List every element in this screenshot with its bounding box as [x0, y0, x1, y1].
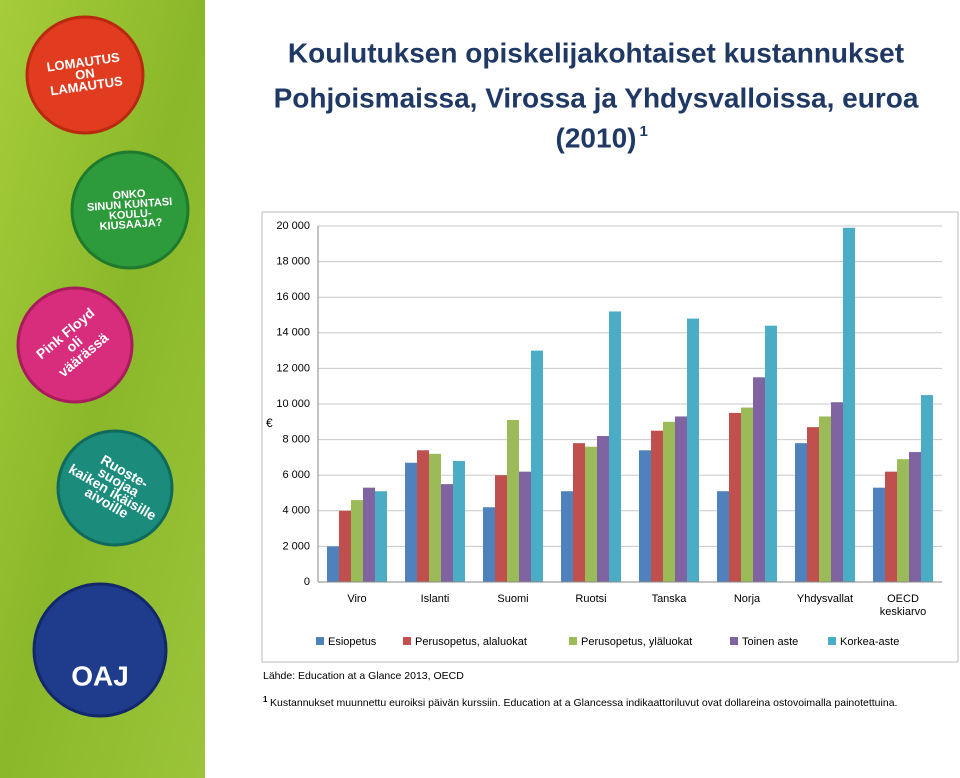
bar: [363, 487, 375, 582]
bar: [765, 325, 777, 582]
bar: [873, 487, 885, 582]
bar: [897, 459, 909, 582]
legend-swatch: [403, 637, 411, 645]
bar: [351, 500, 363, 582]
x-tick-label: Islanti: [420, 593, 450, 605]
x-tick-label: Yhdysvallat: [796, 593, 854, 605]
bar: [597, 436, 609, 582]
source: Lähde: Education at a Glance 2013, OECD: [263, 670, 464, 682]
bar: [729, 412, 741, 582]
bar: [831, 402, 843, 582]
y-tick-label: 12 000: [276, 362, 310, 374]
badge-text: OAJ: [71, 660, 129, 691]
legend-label: Perusopetus, alaluokat: [415, 636, 527, 648]
bar: [885, 471, 897, 582]
legend-label: Perusopetus, yläluokat: [581, 636, 692, 648]
legend-swatch: [316, 637, 324, 645]
x-tick-label: Ruotsi: [575, 593, 607, 605]
badge-line: OAJ: [71, 660, 129, 691]
bar: [573, 443, 585, 582]
bar: [585, 446, 597, 582]
y-tick-label: 2 000: [282, 540, 310, 552]
y-tick-label: 8 000: [282, 434, 310, 446]
bar: [921, 395, 933, 582]
bar: [675, 416, 687, 582]
y-tick-label: 6 000: [282, 469, 310, 481]
bar: [327, 546, 339, 582]
badge-line: KOULU-: [109, 207, 153, 222]
bar: [519, 471, 531, 582]
bar: [807, 427, 819, 582]
y-axis-label: €: [266, 416, 273, 430]
x-tick-label: OECD keskiarvo: [879, 593, 927, 618]
y-tick-label: 20 000: [276, 220, 310, 232]
x-tick-label: Tanska: [651, 593, 687, 605]
bar: [909, 452, 921, 582]
badge-line: KIUSAAJA?: [99, 217, 163, 233]
bar: [639, 450, 651, 582]
badge: [70, 150, 190, 270]
bar: [609, 311, 621, 582]
badge: [56, 429, 174, 547]
chart: Koulutuksen opiskelijakohtaiset kustannu…: [263, 37, 942, 704]
badge: [32, 582, 168, 718]
bar: [663, 421, 675, 582]
bar: [405, 462, 417, 582]
badge-line: ON: [74, 65, 95, 83]
bar: [483, 507, 495, 582]
bar: [531, 350, 543, 582]
title-note: 1: [639, 123, 647, 140]
bar: [843, 227, 855, 582]
badge-line: SINUN KUNTASI: [87, 196, 173, 214]
bar: [795, 443, 807, 582]
badge: [25, 15, 145, 135]
bar: [495, 475, 507, 582]
y-tick-label: 10 000: [276, 398, 310, 410]
legend-label: Toinen aste: [742, 636, 798, 648]
bar: [507, 420, 519, 582]
legend-swatch: [730, 637, 738, 645]
bar: [339, 510, 351, 582]
badge: [16, 286, 134, 404]
legend-label: Esiopetus: [328, 636, 377, 648]
footnote-marker: 1: [263, 695, 268, 704]
legend-swatch: [828, 637, 836, 645]
bar: [753, 377, 765, 582]
x-tick-label: Norja: [733, 593, 761, 605]
y-tick-label: 4 000: [282, 505, 310, 517]
bar: [561, 491, 573, 582]
bar: [651, 430, 663, 582]
bar: [441, 484, 453, 582]
bar: [429, 453, 441, 582]
bar: [375, 491, 387, 582]
x-tick-label: Suomi: [497, 593, 529, 605]
legend-swatch: [569, 637, 577, 645]
chart-title: Koulutuksen opiskelijakohtaiset kustannu…: [288, 37, 904, 68]
y-tick-label: 14 000: [276, 327, 310, 339]
y-tick-label: 0: [304, 576, 310, 588]
y-tick-label: 18 000: [276, 256, 310, 268]
bar: [453, 460, 465, 582]
x-tick-label: Viro: [347, 593, 367, 605]
bar: [717, 491, 729, 582]
bar: [417, 450, 429, 582]
bar: [819, 416, 831, 582]
y-tick-label: 16 000: [276, 291, 310, 303]
footnote: Kustannukset muunnettu euroiksi päivän k…: [270, 697, 898, 709]
bar: [741, 407, 753, 582]
badge-line: ONKO: [112, 188, 146, 202]
legend-label: Korkea-aste: [840, 636, 899, 648]
chart-title: (2010): [556, 122, 637, 153]
bar: [687, 318, 699, 582]
chart-title: Pohjoismaissa, Virossa ja Yhdysvalloissa…: [274, 82, 919, 113]
